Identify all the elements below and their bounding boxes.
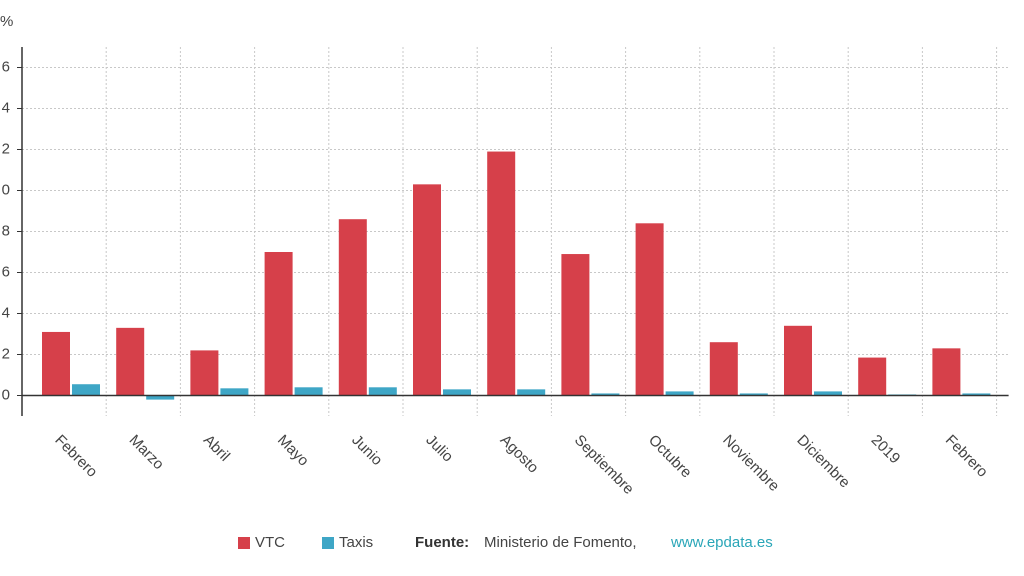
bar xyxy=(709,342,738,396)
x-tick-label: 2019 xyxy=(868,432,904,468)
y-tick-label: 2 xyxy=(2,345,10,362)
bar xyxy=(561,254,590,396)
x-tick-label: Agosto xyxy=(497,432,542,477)
bar xyxy=(264,252,293,396)
x-tick-label: Octubre xyxy=(645,432,695,482)
bar xyxy=(220,388,249,396)
x-tick-label: Septiembre xyxy=(571,432,637,498)
x-tick-label: Febrero xyxy=(942,432,991,481)
y-tick-label: 8 xyxy=(2,222,10,239)
legend-label: VTC xyxy=(255,534,285,551)
x-tick-label: Mayo xyxy=(274,432,312,470)
y-tick-label: 6 xyxy=(2,263,10,280)
bar xyxy=(116,327,145,396)
x-tick-label: Julio xyxy=(422,432,456,466)
bar xyxy=(635,223,664,396)
source-label: Fuente: xyxy=(415,534,469,551)
source-link[interactable]: www.epdata.es xyxy=(670,534,773,551)
y-axis-label: % xyxy=(0,13,13,30)
bar xyxy=(517,389,546,396)
bar xyxy=(962,393,991,396)
bar xyxy=(814,391,842,396)
bar xyxy=(146,395,175,400)
bar xyxy=(294,387,323,396)
x-tick-label: Diciembre xyxy=(793,432,853,492)
bar xyxy=(338,219,367,396)
bar xyxy=(413,184,441,396)
bar xyxy=(665,391,694,396)
legend-label: Taxis xyxy=(339,534,373,551)
bar xyxy=(72,384,100,396)
y-tick-label: 0 xyxy=(2,181,10,198)
y-tick-label: 0 xyxy=(2,386,10,403)
legend-swatch xyxy=(322,537,334,549)
x-tick-label: Noviembre xyxy=(719,432,782,495)
bar xyxy=(190,350,219,396)
bar xyxy=(443,389,471,396)
y-tick-label: 4 xyxy=(2,304,10,321)
x-tick-label: Abril xyxy=(200,432,233,465)
bar xyxy=(784,325,812,396)
bar xyxy=(858,357,887,396)
x-tick-label: Junio xyxy=(348,432,385,469)
y-tick-label: 6 xyxy=(2,58,10,75)
bar xyxy=(932,348,961,396)
bar xyxy=(368,387,397,396)
bar xyxy=(42,331,70,396)
bar xyxy=(739,393,768,396)
source-text: Ministerio de Fomento, xyxy=(484,534,637,551)
legend-swatch xyxy=(238,537,250,549)
bar xyxy=(487,151,516,396)
x-tick-label: Marzo xyxy=(126,432,167,473)
y-tick-label: 2 xyxy=(2,140,10,157)
bar xyxy=(591,393,620,396)
y-tick-label: 4 xyxy=(2,99,10,116)
x-tick-label: Febrero xyxy=(51,432,100,481)
